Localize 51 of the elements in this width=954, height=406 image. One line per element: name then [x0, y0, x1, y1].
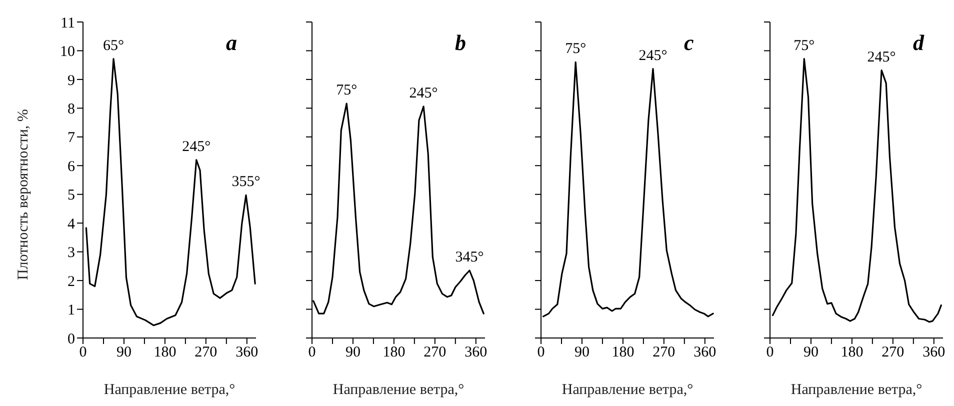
- annotation: 245°: [867, 49, 896, 66]
- x-tick-label: 180: [612, 344, 634, 361]
- x-tick-label: 90: [116, 344, 132, 361]
- annotation: 75°: [336, 82, 358, 99]
- y-tick-label: 0: [68, 331, 75, 348]
- y-tick-label: 1: [68, 302, 75, 319]
- y-tick-label: 7: [68, 130, 76, 146]
- x-tick-label: 270: [424, 344, 446, 361]
- x-tick-label: 0: [766, 344, 774, 361]
- chart-title: c: [684, 30, 694, 56]
- y-tick-label: 5: [68, 188, 75, 204]
- chart-title: a: [226, 30, 237, 56]
- x-tick-label: 270: [194, 344, 218, 361]
- x-axis-title: Направление ветра,°: [104, 382, 236, 398]
- annotation: 345°: [455, 249, 484, 266]
- y-tick-label: 8: [68, 102, 75, 118]
- x-tick-label: 360: [694, 344, 716, 361]
- x-tick-label: 90: [574, 344, 590, 361]
- x-tick-label: 360: [922, 344, 946, 361]
- annotation: 245°: [182, 138, 211, 155]
- annotation: 245°: [638, 48, 668, 64]
- annotation: 65°: [103, 38, 124, 54]
- x-tick-label: 0: [79, 344, 87, 361]
- y-tick-label: 2: [68, 274, 75, 290]
- x-tick-label: 180: [840, 344, 864, 361]
- x-tick-label: 360: [236, 344, 258, 361]
- y-tick-label: 9: [68, 72, 75, 89]
- x-axis-title: Направление ветра,°: [562, 382, 694, 398]
- y-tick-label: 6: [68, 158, 76, 175]
- annotation: 75°: [565, 41, 586, 58]
- x-tick-label: 0: [308, 344, 316, 361]
- x-tick-label: 270: [652, 344, 676, 361]
- y-tick-label: 11: [60, 15, 75, 32]
- x-tick-label: 180: [154, 344, 176, 361]
- x-tick-label: 90: [345, 344, 360, 361]
- chart-title: d: [913, 30, 924, 56]
- y-tick-label: 3: [68, 245, 75, 262]
- y-tick-label: 4: [68, 216, 76, 232]
- chart-title: b: [455, 30, 466, 56]
- x-tick-label: 0: [537, 344, 545, 361]
- x-tick-label: 360: [464, 344, 488, 361]
- y-axis-title: Плотность вероятности, %: [15, 109, 32, 280]
- x-tick-label: 180: [382, 344, 406, 361]
- annotation: 355°: [232, 174, 260, 190]
- annotation: 75°: [794, 38, 815, 54]
- x-tick-label: 90: [803, 344, 818, 361]
- x-axis-title: Направление ветра,°: [790, 382, 922, 398]
- annotation: 245°: [409, 85, 438, 102]
- y-tick-label: 10: [60, 44, 75, 60]
- x-axis-title: Направление ветра,°: [332, 382, 464, 398]
- x-tick-label: 270: [882, 344, 904, 361]
